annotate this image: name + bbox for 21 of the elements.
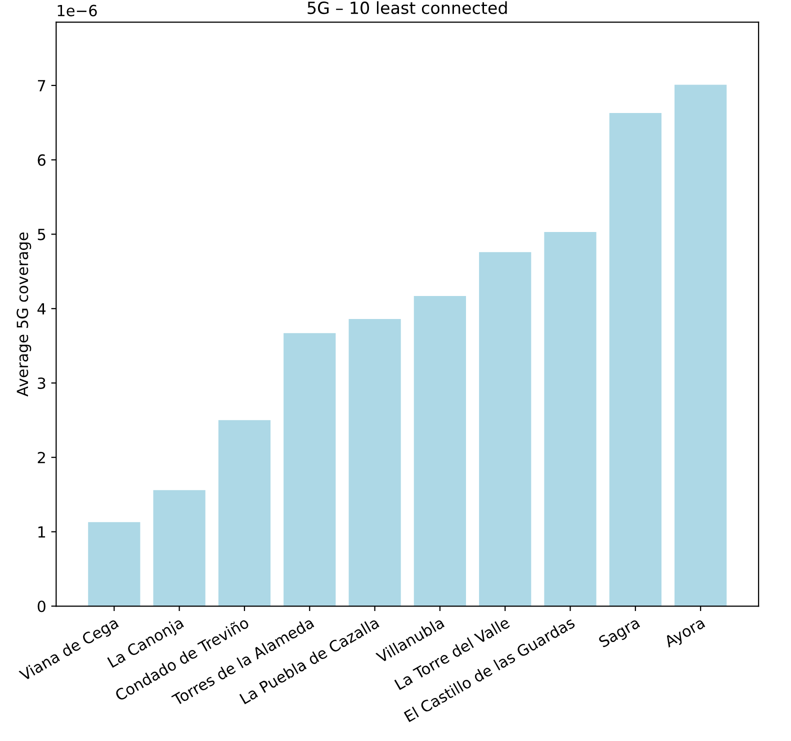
y-tick-label: 1 [38,526,46,538]
bar [218,420,271,606]
text: 1e−6 [58,4,97,16]
bar [284,333,336,606]
bar [88,522,140,606]
bar [544,232,596,606]
y-tick-label: 2 [38,452,45,464]
bar [414,296,466,606]
y-tick-label: 5 [38,228,46,240]
bar [348,319,401,606]
y-tick-label: 7 [38,80,46,92]
bar [153,490,206,606]
bar [479,252,532,606]
chart-title: 5G – 10 least connected [308,1,507,14]
y-tick-label: 6 [38,154,46,166]
y-tick-label: 0 [38,600,46,612]
bar [609,112,662,606]
y-tick-label: 4 [37,303,46,314]
y-axis-title: Average 5G coverage [16,232,32,397]
bar [674,84,727,606]
y-tick-label: 3 [38,377,46,390]
